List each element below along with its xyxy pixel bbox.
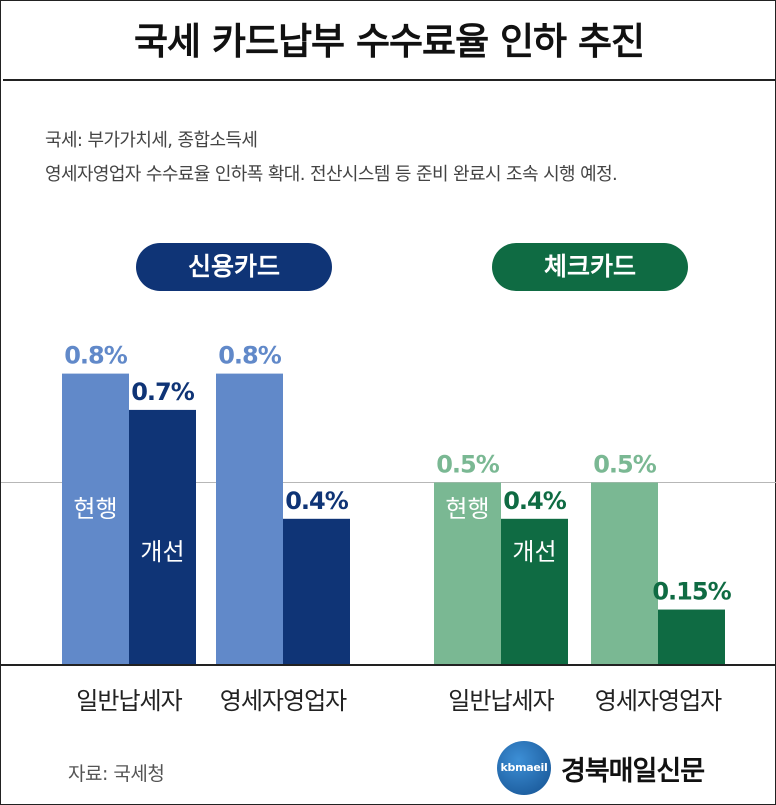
series-label-1-1: 개선 [512,538,556,566]
bar-0-0-0 [62,373,129,664]
bar-0-1-0 [216,373,283,664]
bar-1-0-1 [501,518,568,664]
series-label-0-1: 개선 [140,538,184,566]
data-label-1-1-0: 0.5% [593,451,657,479]
credit-card-group-label: 신용카드 [136,243,332,291]
data-label-1-0-1: 0.4% [503,487,567,515]
category-label-0-1: 영세자영업자 [220,687,347,715]
newspaper-name: 경북매일신문 [561,756,705,787]
title-divider [3,79,775,81]
category-label-1-0: 일반납세자 [448,687,554,715]
newspaper-logo-icon: kbmaeil [497,741,551,795]
series-label-0-0: 현행 [73,495,117,523]
data-label-1-0-0: 0.5% [436,451,500,479]
data-label-0-1-1: 0.4% [285,487,349,515]
bar-1-0-0 [434,482,501,664]
note-line-2: 영세자영업자 수수료율 인하폭 확대. 전산시스템 등 준비 완료시 조속 시행… [45,164,618,185]
data-label-0-0-0: 0.8% [64,342,128,370]
note-line-1: 국세: 부가가치세, 종합소득세 [45,130,258,151]
data-label-0-0-1: 0.7% [131,378,195,406]
bar-0-1-1 [283,518,350,664]
data-label-0-1-0: 0.8% [218,342,282,370]
check-card-group-label: 체크카드 [492,243,688,291]
chart-title: 국세 카드납부 수수료율 인하 추진 [133,20,645,63]
category-label-1-1: 영세자영업자 [595,687,722,715]
bar-1-1-0 [591,482,658,664]
data-label-1-1-1: 0.15% [652,578,731,606]
source-note: 자료: 국세청 [68,763,165,785]
series-label-1-0: 현행 [445,495,489,523]
bar-0-0-1 [129,409,196,664]
bar-1-1-1 [658,609,725,664]
category-label-0-0: 일반납세자 [76,687,182,715]
